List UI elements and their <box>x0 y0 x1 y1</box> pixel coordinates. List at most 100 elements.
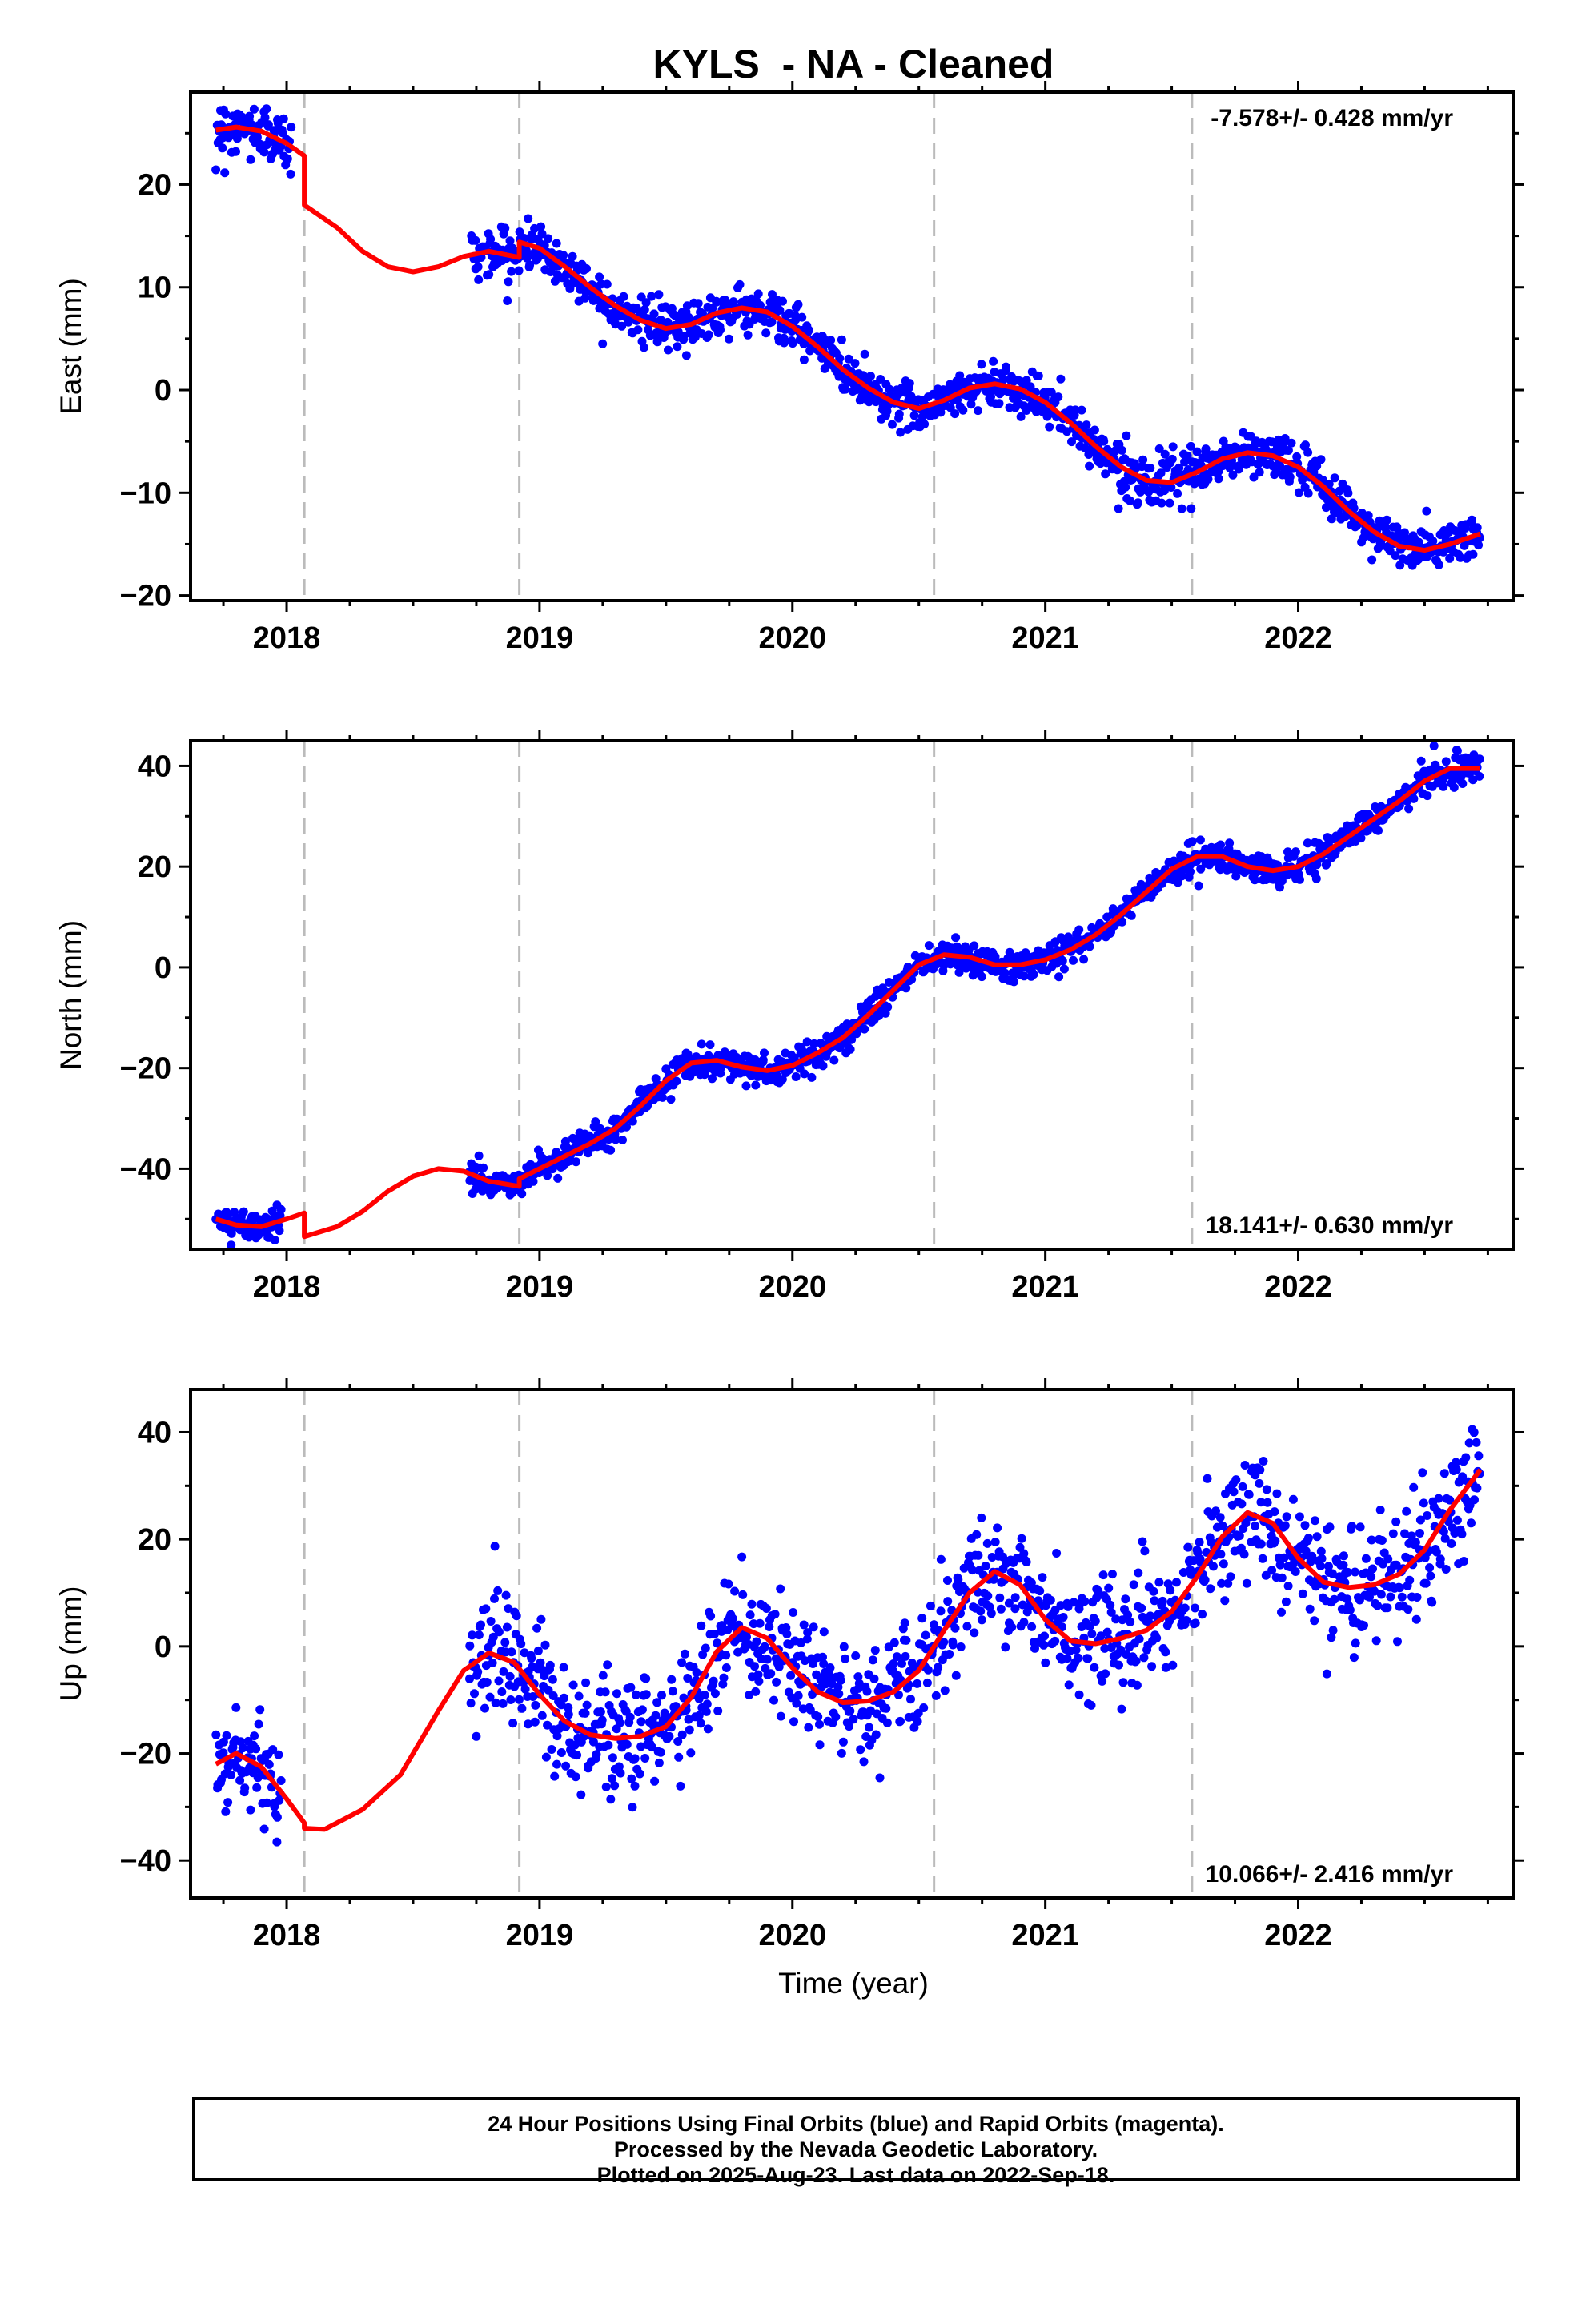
data-point <box>1393 1637 1402 1647</box>
x-tick-label: 2020 <box>758 1270 826 1304</box>
data-point <box>1080 1597 1090 1606</box>
data-point <box>772 1677 781 1687</box>
data-point <box>1004 1598 1014 1608</box>
data-point <box>1195 1538 1204 1547</box>
data-point <box>1187 837 1197 846</box>
data-point <box>989 356 998 366</box>
data-point <box>1464 1438 1474 1448</box>
data-point <box>1079 955 1089 964</box>
y-tick-label: 0 <box>155 1630 171 1664</box>
data-point <box>1191 1603 1200 1613</box>
data-point <box>1242 1578 1251 1588</box>
data-point <box>572 1751 582 1760</box>
data-point <box>1150 1596 1159 1606</box>
data-point <box>1475 754 1484 764</box>
data-point <box>1415 1515 1425 1525</box>
data-point <box>1335 486 1344 496</box>
data-point <box>758 1055 768 1065</box>
data-point <box>924 941 934 951</box>
data-point <box>673 1737 683 1746</box>
data-point <box>1327 1569 1337 1578</box>
data-point <box>608 1753 617 1763</box>
data-point <box>972 1530 982 1539</box>
data-point <box>845 1707 855 1715</box>
data-point <box>1090 425 1099 435</box>
data-point <box>1191 1618 1200 1628</box>
data-point <box>674 1752 684 1762</box>
data-point <box>977 360 986 369</box>
data-point <box>490 1594 499 1603</box>
data-point <box>476 1620 485 1630</box>
data-point <box>970 941 979 951</box>
data-point <box>503 296 512 305</box>
data-point <box>279 114 288 123</box>
data-point <box>471 235 480 245</box>
data-point <box>480 1703 489 1713</box>
data-point <box>1391 1517 1401 1526</box>
data-point <box>1345 1606 1355 1614</box>
data-point <box>500 223 510 233</box>
footer-line-1: 24 Hour Positions Using Final Orbits (bl… <box>488 2112 1224 2136</box>
data-point <box>791 1072 801 1081</box>
data-point <box>1054 972 1064 982</box>
data-point <box>704 330 713 340</box>
data-point <box>264 1759 274 1769</box>
data-point <box>1039 1640 1049 1650</box>
data-point <box>1295 1512 1304 1522</box>
data-point <box>1059 964 1069 974</box>
x-tick-label: 2022 <box>1264 1919 1332 1952</box>
data-point <box>260 113 270 123</box>
data-point <box>1324 479 1334 489</box>
data-point <box>955 371 965 380</box>
data-point <box>786 1671 796 1680</box>
data-point <box>1214 474 1223 484</box>
data-point <box>735 279 745 289</box>
data-point <box>913 1708 923 1718</box>
data-point <box>845 1722 853 1731</box>
data-point <box>1126 911 1136 920</box>
data-point <box>568 251 577 261</box>
data-point <box>528 1176 538 1186</box>
data-point <box>920 420 930 429</box>
data-point <box>1121 482 1130 492</box>
data-point <box>1074 1690 1084 1699</box>
data-point <box>1146 464 1155 472</box>
data-point <box>1030 1643 1039 1653</box>
data-point <box>472 1731 481 1741</box>
data-point <box>756 300 765 310</box>
data-point <box>1395 1583 1404 1593</box>
data-point <box>1441 1565 1451 1574</box>
data-point <box>1000 968 1010 978</box>
data-point <box>592 1750 601 1759</box>
data-point <box>494 1676 504 1686</box>
data-point <box>259 147 269 157</box>
data-point <box>845 1044 855 1054</box>
data-point <box>993 1523 1002 1533</box>
data-point <box>1137 1603 1146 1613</box>
data-point <box>1139 1653 1149 1663</box>
data-point <box>809 1622 818 1632</box>
data-point <box>966 400 976 409</box>
data-point <box>797 312 807 322</box>
data-point <box>931 1691 941 1700</box>
data-point <box>819 1659 829 1668</box>
data-point <box>673 342 682 352</box>
data-point <box>1085 1622 1094 1631</box>
north-plot-frame <box>189 739 1515 1251</box>
data-point <box>520 1684 530 1694</box>
data-point <box>986 1609 996 1618</box>
data-point <box>481 1604 491 1614</box>
data-point <box>896 1716 905 1726</box>
data-point <box>517 1703 527 1713</box>
data-point <box>1229 1487 1239 1497</box>
data-point <box>710 1689 720 1699</box>
data-point <box>1474 1451 1484 1461</box>
data-point <box>618 1136 627 1144</box>
y-tick-label: 10 <box>138 271 171 305</box>
data-point <box>950 409 960 419</box>
data-point <box>1468 549 1478 559</box>
data-point <box>219 1748 228 1758</box>
x-axis-label: Time (year) <box>778 1967 929 2000</box>
data-point <box>1249 472 1259 482</box>
